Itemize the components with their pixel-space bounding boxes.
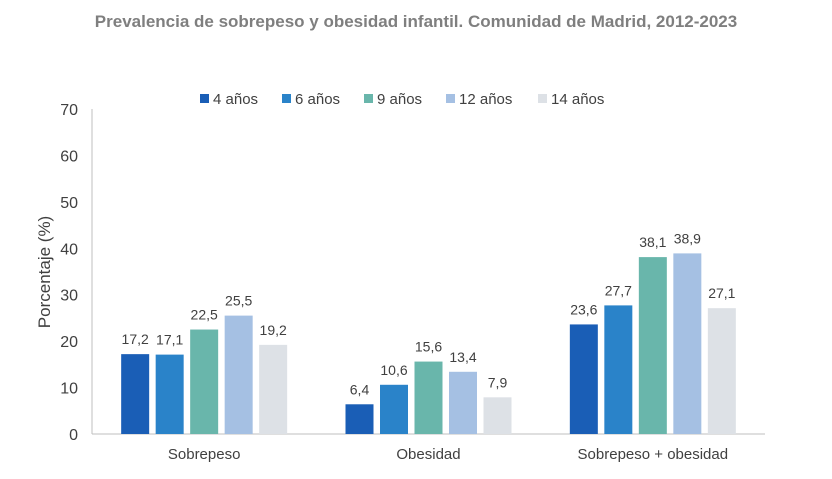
bar <box>155 354 184 434</box>
x-tick-label: Obesidad <box>396 446 460 463</box>
data-label: 6,4 <box>350 381 370 397</box>
legend-swatch <box>364 94 373 103</box>
data-label: 38,1 <box>639 234 666 250</box>
y-tick-label: 30 <box>60 288 78 305</box>
bar <box>414 361 443 434</box>
legend-swatch <box>200 94 209 103</box>
bar <box>449 371 477 434</box>
bar <box>604 305 633 434</box>
data-label: 38,9 <box>674 230 701 246</box>
y-tick-label: 50 <box>60 195 78 212</box>
data-label: 17,1 <box>156 332 183 348</box>
legend-label: 4 años <box>213 91 258 108</box>
legend-label: 6 años <box>295 91 340 108</box>
y-tick-label: 40 <box>60 241 78 258</box>
bar <box>673 253 702 434</box>
bar <box>224 315 253 434</box>
y-tick-label: 0 <box>69 427 78 444</box>
y-tick-label: 70 <box>60 102 78 119</box>
chart-title: Prevalencia de sobrepeso y obesidad infa… <box>94 12 738 31</box>
y-tick-label: 20 <box>60 334 78 351</box>
data-label: 19,2 <box>260 322 287 338</box>
data-label: 23,6 <box>570 301 597 317</box>
data-label: 15,6 <box>415 339 442 355</box>
data-label: 27,1 <box>708 285 735 301</box>
legend-label: 9 años <box>377 91 422 108</box>
legend-swatch <box>282 94 291 103</box>
data-label: 13,4 <box>449 349 476 365</box>
legend-label: 14 años <box>551 91 604 108</box>
y-tick-label: 10 <box>60 381 78 398</box>
legend-swatch <box>538 94 547 103</box>
y-tick-label: 60 <box>60 148 78 165</box>
data-label: 22,5 <box>191 307 218 323</box>
legend-swatch <box>446 94 455 103</box>
y-axis-title: Porcentaje (%) <box>35 216 54 328</box>
x-tick-label: Sobrepeso <box>168 446 241 463</box>
bar <box>707 308 736 434</box>
x-tick-label: Sobrepeso + obesidad <box>578 446 729 463</box>
bar <box>190 329 219 434</box>
legend-label: 12 años <box>459 91 512 108</box>
data-label: 27,7 <box>605 282 632 298</box>
bar <box>483 397 512 434</box>
bar <box>345 404 374 434</box>
data-label: 25,5 <box>225 293 252 309</box>
bar <box>121 354 150 434</box>
bar <box>569 324 598 434</box>
bar <box>380 384 408 434</box>
data-label: 7,9 <box>488 374 508 390</box>
data-label: 17,2 <box>122 331 149 347</box>
data-label: 10,6 <box>380 362 407 378</box>
bar <box>638 257 667 434</box>
bar <box>259 344 288 434</box>
